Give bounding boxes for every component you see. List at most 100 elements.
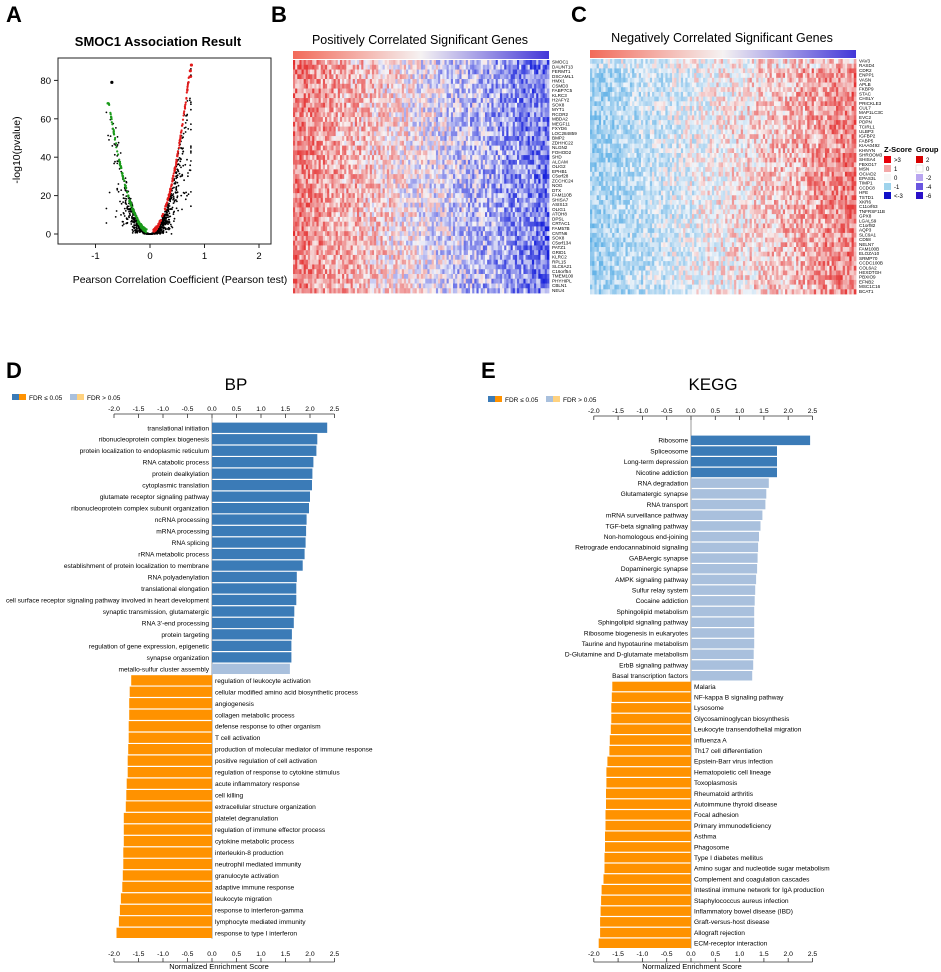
volcano-point	[113, 143, 116, 145]
volcano-point-negative	[115, 146, 118, 149]
volcano-point	[186, 113, 189, 116]
volcano-point-negative	[112, 131, 115, 134]
volcano-point-negative	[107, 103, 110, 106]
volcano-point	[172, 198, 175, 201]
volcano-point	[190, 191, 192, 193]
volcano-point	[173, 186, 175, 189]
volcano-point	[190, 205, 192, 208]
volcano-point	[176, 176, 179, 179]
volcano-title: SMOC1 Association Result	[75, 34, 242, 49]
volcano-point	[186, 100, 189, 102]
volcano-point	[162, 227, 165, 230]
volcano-point	[168, 205, 171, 207]
volcano-point-positive	[173, 167, 176, 170]
volcano-point-top	[188, 69, 192, 73]
volcano-point	[119, 200, 121, 203]
volcano-ytick-label: 40	[40, 153, 51, 164]
volcano-point-negative	[120, 172, 123, 175]
volcano-point-negative	[117, 153, 120, 156]
volcano-point	[105, 207, 108, 210]
volcano-point	[122, 201, 124, 204]
volcano-point-positive	[187, 81, 190, 84]
volcano-point	[122, 212, 125, 214]
volcano-xtick-label: 0	[147, 251, 152, 262]
volcano-point	[168, 208, 171, 211]
volcano-ytick-label: 20	[40, 191, 51, 202]
volcano-point	[184, 126, 187, 129]
volcano-point	[190, 145, 192, 148]
volcano-point	[172, 195, 175, 198]
volcano-point	[125, 198, 128, 200]
volcano-point	[131, 232, 134, 234]
volcano-point-positive	[177, 146, 181, 149]
volcano-point	[134, 229, 136, 232]
volcano-point	[126, 207, 128, 210]
volcano-ytick-label: 60	[40, 114, 51, 125]
volcano-point	[174, 192, 177, 194]
volcano-point	[190, 152, 192, 154]
volcano-point-positive	[176, 155, 179, 158]
volcano-point-positive	[178, 138, 181, 141]
volcano-point-positive	[184, 101, 187, 104]
volcano-point	[131, 228, 134, 231]
volcano-point-positive	[163, 207, 167, 210]
volcano-xlabel: Pearson Correlation Coefficient (Pearson…	[73, 274, 288, 286]
volcano-ytick-label: 0	[46, 230, 51, 241]
volcano-point	[132, 214, 134, 217]
volcano-point-negative	[118, 158, 121, 161]
volcano-point	[185, 191, 188, 194]
volcano-point	[164, 223, 167, 226]
volcano-point	[162, 231, 165, 234]
volcano-point-positive	[167, 196, 170, 199]
volcano-point-positive	[178, 144, 181, 147]
volcano-ylabel: -log10(pvalue)	[11, 116, 23, 183]
volcano-point	[169, 215, 172, 218]
volcano-point-positive	[185, 97, 188, 100]
volcano-point	[190, 108, 192, 111]
volcano-point-negative	[119, 164, 122, 168]
volcano-point	[135, 227, 138, 229]
volcano-point	[181, 137, 184, 139]
volcano-point-negative	[131, 205, 134, 208]
volcano-xtick-label: 1	[202, 251, 207, 262]
volcano-xtick-label: -1	[91, 251, 99, 262]
volcano-point	[160, 226, 163, 229]
volcano-point	[187, 127, 190, 130]
volcano-point	[182, 164, 185, 167]
volcano-point-negative	[145, 228, 148, 231]
volcano-point	[178, 172, 181, 175]
volcano-point-positive	[186, 85, 189, 88]
volcano-point-negative	[128, 199, 131, 202]
volcano-point	[117, 183, 120, 185]
volcano-point	[174, 181, 177, 183]
volcano-point-top	[110, 80, 114, 84]
volcano-point	[173, 217, 176, 220]
volcano-point	[119, 152, 122, 154]
volcano-point	[113, 162, 115, 165]
volcano-point-negative	[110, 121, 113, 124]
volcano-point-negative	[127, 194, 130, 197]
volcano-point	[181, 148, 184, 150]
volcano-point-positive	[181, 123, 184, 126]
volcano-point-positive	[172, 175, 175, 178]
volcano-point	[136, 224, 138, 227]
volcano-point-negative	[126, 191, 129, 194]
volcano-point	[188, 169, 191, 172]
volcano-point-positive	[165, 204, 168, 207]
volcano-point-positive	[174, 164, 178, 167]
volcano-point	[131, 225, 134, 228]
volcano-point	[150, 233, 153, 235]
volcano-point	[172, 202, 175, 205]
volcano-point-positive	[171, 177, 174, 180]
volcano-point	[159, 231, 162, 234]
volcano-point-negative	[121, 174, 124, 177]
volcano-point	[122, 223, 125, 226]
volcano-point	[161, 218, 164, 221]
volcano-point-positive	[181, 118, 185, 121]
volcano-point	[167, 206, 169, 209]
volcano-point	[182, 132, 185, 135]
volcano-point	[173, 200, 176, 203]
volcano-point	[190, 147, 192, 149]
volcano-point	[188, 99, 191, 102]
volcano-point	[176, 200, 178, 203]
